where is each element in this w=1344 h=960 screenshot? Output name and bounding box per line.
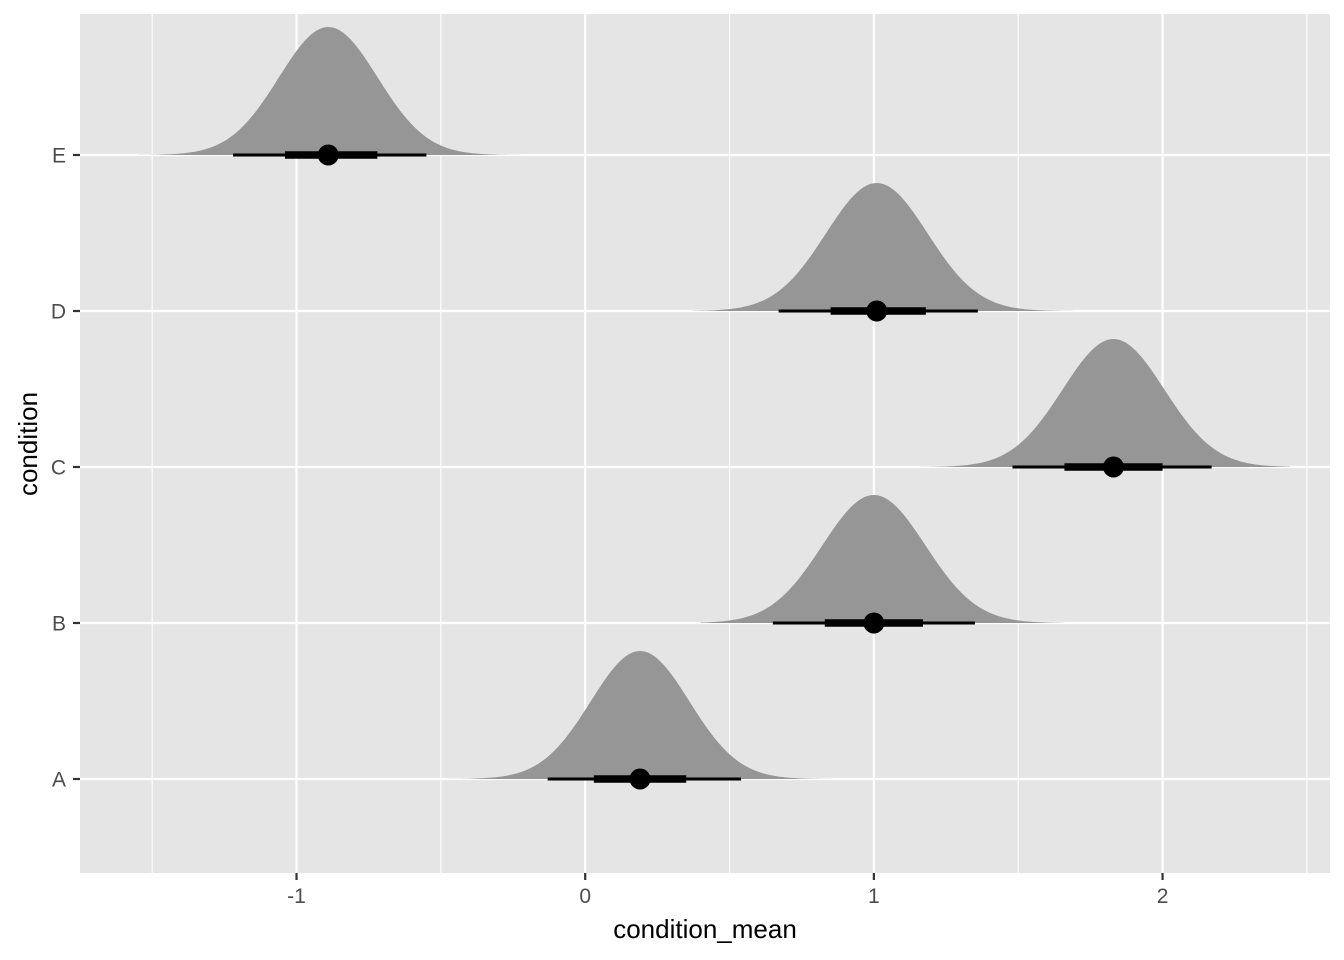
y-tick-label: E	[52, 145, 66, 168]
median-point-C	[1102, 456, 1124, 478]
median-point-D	[866, 300, 888, 322]
x-axis: -1 0 1 2	[287, 873, 1168, 908]
density-D	[692, 183, 1082, 311]
density-A	[437, 651, 837, 779]
y-axis: A B C D E	[51, 145, 80, 792]
x-tick-label: 2	[1157, 885, 1169, 908]
x-tick-label: -1	[287, 885, 306, 908]
intervals	[233, 144, 1212, 790]
median-point-E	[317, 144, 339, 166]
y-axis-title: condition	[13, 392, 43, 496]
density-E	[137, 27, 565, 155]
density-B	[700, 495, 1065, 623]
x-tick-label: 1	[868, 885, 880, 908]
density-C	[920, 339, 1290, 467]
x-axis-title: condition_mean	[613, 914, 797, 944]
y-tick-label: D	[51, 301, 66, 324]
median-point-A	[629, 768, 651, 790]
x-tick-label: 0	[579, 885, 591, 908]
y-tick-label: C	[51, 457, 66, 480]
median-point-B	[863, 612, 885, 634]
densities	[137, 27, 1290, 779]
y-tick-label: A	[52, 769, 66, 792]
y-tick-label: B	[52, 613, 66, 636]
grid-minor	[151, 14, 1308, 873]
